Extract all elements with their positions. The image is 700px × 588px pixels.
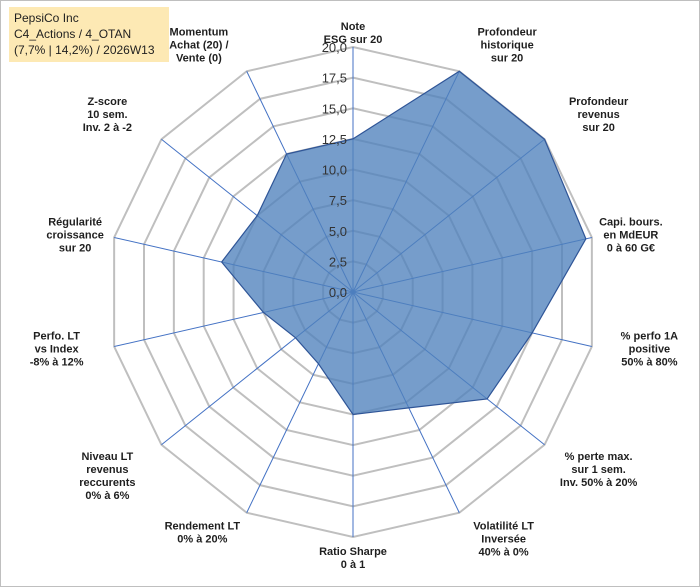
axis-label-line: 40% à 0% — [479, 547, 529, 559]
axis-label-line: 50% à 80% — [621, 357, 677, 369]
axis-label-line: en MdEUR — [603, 229, 658, 241]
chart-title-category: C4_Actions / 4_OTAN — [14, 27, 132, 41]
radial-tick-label: 5,0 — [329, 224, 347, 239]
tick-label-layer: 0,0 2,5 5,0 7,5 10,0 12,5 15,0 17,5 20,0 — [322, 40, 347, 300]
axis-label-line: vs Index — [35, 344, 80, 356]
axis-label-line: Achat (20) / — [169, 39, 228, 51]
axis-label-line: Ratio Sharpe — [319, 546, 387, 558]
axis-label: Note ESG sur 20 — [324, 21, 383, 46]
radial-tick-label: 2,5 — [329, 254, 347, 269]
axis-label-line: 10 sem. — [87, 109, 127, 121]
axis-label-line: ESG sur 20 — [324, 34, 383, 46]
axis-label-line: Niveau LT — [81, 451, 133, 463]
axis-label-line: positive — [629, 344, 671, 356]
axis-label: % perfo 1A positive 50% à 80% — [621, 331, 679, 369]
axis-label-line: sur 20 — [582, 122, 614, 134]
chart-title-stats: (7,7% | 14,2%) / 2026W13 — [14, 43, 155, 57]
radial-tick-label: 20,0 — [322, 40, 347, 55]
axis-label-line: 0% à 6% — [85, 490, 129, 502]
chart-title-company: PepsiCo Inc — [14, 11, 79, 25]
axis-label-line: Inversée — [481, 534, 526, 546]
axis-label-line: Vente (0) — [176, 52, 222, 64]
axis-label: Profondeur revenus sur 20 — [569, 96, 629, 134]
axis-label-line: Z-score — [88, 96, 128, 108]
axis-label-line: Momentum — [170, 26, 229, 38]
axis-label: Profondeur historique sur 20 — [477, 26, 537, 64]
axis-label: % perte max. sur 1 sem. Inv. 50% à 20% — [560, 451, 638, 489]
axis-label-line: Régularité — [48, 216, 102, 228]
axis-label-line: revenus — [86, 464, 128, 476]
axis-label-line: Inv. 50% à 20% — [560, 477, 638, 489]
axis-label: Régularité croissance sur 20 — [46, 216, 103, 254]
axis-label: Capi. bours. en MdEUR 0 à 60 G€ — [599, 216, 663, 254]
radial-tick-label: 0,0 — [329, 285, 347, 300]
axis-label: Volatilité LT Inversée 40% à 0% — [473, 521, 534, 559]
axis-label-line: Volatilité LT — [473, 521, 534, 533]
axis-label-line: Capi. bours. — [599, 216, 663, 228]
axis-label-line: historique — [481, 39, 534, 51]
axis-label: Z-score 10 sem. Inv. 2 à -2 — [83, 96, 132, 134]
axis-label-line: Profondeur — [477, 26, 537, 38]
axis-label: Ratio Sharpe 0 à 1 — [319, 546, 387, 571]
axis-label-line: 0 à 1 — [341, 559, 365, 571]
axis-label: Rendement LT 0% à 20% — [165, 521, 241, 546]
chart-title-box: PepsiCo Inc C4_Actions / 4_OTAN (7,7% | … — [9, 7, 169, 62]
radial-tick-label: 7,5 — [329, 193, 347, 208]
axis-label-line: 0 à 60 G€ — [607, 242, 655, 254]
series-area — [220, 70, 587, 416]
radial-tick-label: 15,0 — [322, 101, 347, 116]
axis-label-line: croissance — [46, 229, 103, 241]
axis-label-line: revenus — [578, 109, 620, 121]
axis-label-line: -8% à 12% — [30, 357, 84, 369]
axis-label-line: reccurents — [79, 477, 135, 489]
radial-tick-label: 17,5 — [322, 71, 347, 86]
axis-label: Momentum Achat (20) / Vente (0) — [169, 26, 228, 64]
axis-label-line: Inv. 2 à -2 — [83, 122, 132, 134]
radial-tick-label: 12,5 — [322, 132, 347, 147]
series-layer — [220, 70, 587, 416]
axis-label-line: Perfo. LT — [33, 331, 80, 343]
axis-label-line: % perte max. — [565, 451, 633, 463]
axis-label: Niveau LT revenus reccurents 0% à 6% — [79, 451, 135, 502]
axis-label: Perfo. LT vs Index -8% à 12% — [30, 331, 84, 369]
axis-label-line: % perfo 1A — [621, 331, 679, 343]
axis-label-line: sur 20 — [491, 52, 523, 64]
axis-label-line: Note — [341, 21, 365, 33]
axis-label-line: sur 20 — [59, 242, 91, 254]
axis-label-line: 0% à 20% — [177, 534, 227, 546]
axis-label-line: sur 1 sem. — [571, 464, 625, 476]
axis-label-line: Rendement LT — [165, 521, 241, 533]
axis-label-line: Profondeur — [569, 96, 629, 108]
radial-tick-label: 10,0 — [322, 163, 347, 178]
